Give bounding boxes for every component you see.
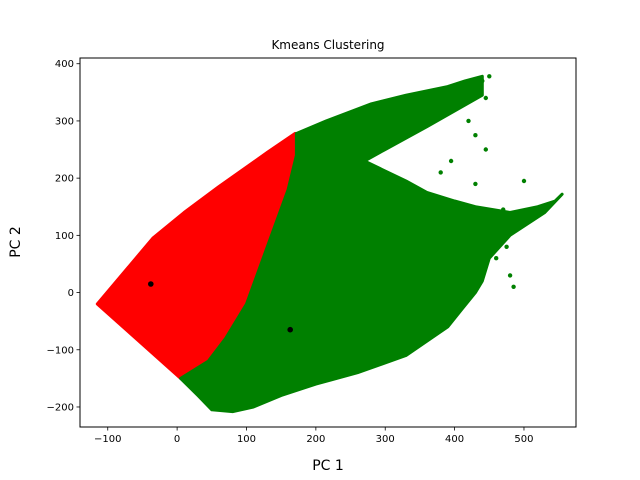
x-tick-label: 0 bbox=[174, 434, 180, 445]
y-tick-label: 100 bbox=[55, 231, 74, 242]
cluster-2-outlier-point bbox=[452, 233, 457, 238]
cluster-2-outlier-point bbox=[487, 74, 492, 79]
y-axis-label: PC 2 bbox=[8, 226, 24, 258]
cluster-2-outlier-point bbox=[407, 221, 412, 227]
plot-area bbox=[95, 74, 564, 414]
cluster-2-outlier-point bbox=[501, 230, 506, 235]
cluster-2-outlier-point bbox=[483, 95, 488, 101]
cluster-2-outlier-point bbox=[466, 210, 471, 215]
cluster-2-outlier-point bbox=[455, 84, 461, 89]
y-tick-label: 300 bbox=[55, 116, 74, 127]
cluster-2-outlier-point bbox=[494, 256, 499, 261]
centroid-2 bbox=[287, 326, 294, 333]
x-tick-label: 300 bbox=[376, 434, 395, 445]
cluster-2-outlier-point bbox=[448, 158, 454, 164]
cluster-2-outlier-point bbox=[480, 78, 485, 84]
axes-frame bbox=[79, 57, 577, 428]
cluster-2-outlier-point bbox=[501, 207, 506, 212]
cluster-2-outlier-point bbox=[400, 204, 405, 209]
cluster-2-outlier-point bbox=[511, 284, 516, 289]
cluster-2-outlier-point bbox=[473, 181, 478, 187]
y-tick-label: −200 bbox=[47, 402, 74, 413]
cluster-2-outlier-point bbox=[497, 216, 502, 221]
cluster-2-outlier-point bbox=[410, 184, 416, 189]
x-tick-label: 400 bbox=[445, 434, 464, 445]
y-tick-label: 0 bbox=[68, 288, 74, 299]
cluster-2-outlier-point bbox=[483, 147, 488, 152]
x-tick-label: 200 bbox=[306, 434, 325, 445]
cluster-2-outlier-point bbox=[421, 196, 426, 201]
ticks: −100 0 100 200 300 400 500 −200 −100 0 100 200 300 40… bbox=[47, 59, 534, 445]
x-axis-label: PC 1 bbox=[312, 458, 344, 474]
chart-title: Kmeans Clustering bbox=[271, 38, 384, 52]
x-tick-label: −100 bbox=[94, 434, 121, 445]
y-tick-label: 400 bbox=[55, 59, 74, 70]
centroid-1 bbox=[148, 281, 154, 287]
cluster-2-outlier-point bbox=[473, 133, 478, 138]
cluster-2-outlier-point bbox=[507, 273, 513, 278]
y-tick-label: 200 bbox=[55, 174, 74, 185]
x-tick-label: 100 bbox=[237, 434, 256, 445]
cluster-2-outlier-point bbox=[466, 118, 471, 124]
cluster-2-outlier-point bbox=[438, 170, 443, 175]
x-tick-label: 500 bbox=[514, 434, 533, 445]
y-tick-label: −100 bbox=[47, 345, 74, 356]
cluster-2-outlier-point bbox=[504, 244, 509, 249]
cluster-2-points bbox=[179, 74, 564, 414]
cluster-2-outlier-point bbox=[521, 178, 527, 184]
